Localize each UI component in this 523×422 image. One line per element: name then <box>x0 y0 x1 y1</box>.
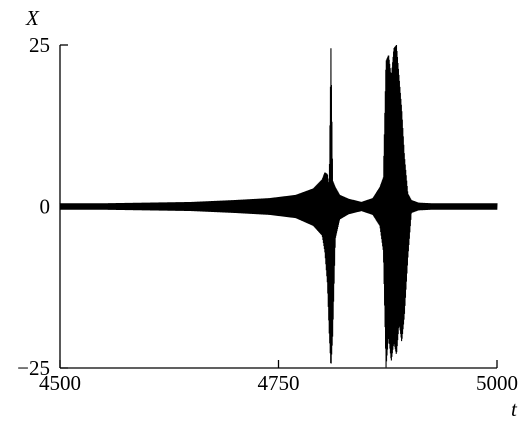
x-axis-label: t <box>511 397 518 421</box>
y-tick-label: 0 <box>40 195 51 219</box>
y-tick-label: −25 <box>17 356 50 380</box>
series-line <box>59 44 498 368</box>
x-tick-label: 4750 <box>258 371 300 395</box>
y-tick-label: 25 <box>29 33 50 57</box>
x-tick-label: 5000 <box>476 371 518 395</box>
series-layer <box>59 44 498 368</box>
x-tick-label: 4500 <box>39 371 81 395</box>
y-axis-label: X <box>25 6 40 30</box>
